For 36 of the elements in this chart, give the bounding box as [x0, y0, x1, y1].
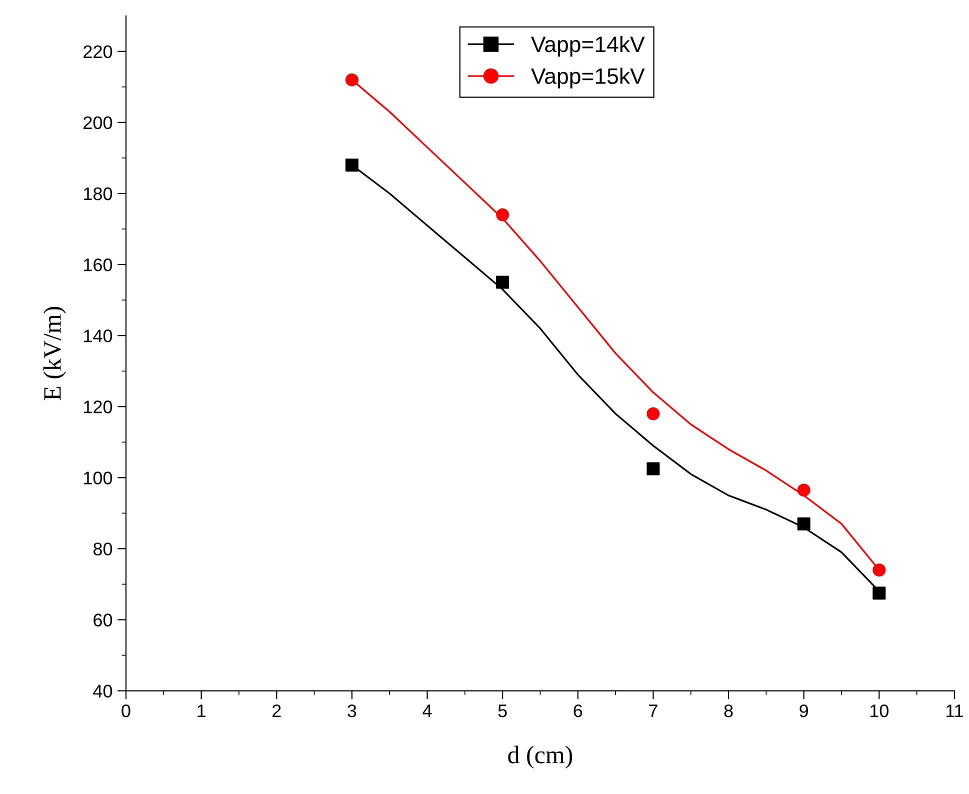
y-tick-label: 180	[84, 187, 112, 200]
point	[496, 276, 510, 289]
x-tick-label: 8	[724, 704, 733, 718]
legend-label: Vapp=14kV	[531, 36, 645, 57]
point	[345, 73, 358, 86]
x-tick-label: 3	[348, 704, 356, 718]
x-tick-label: 0	[122, 704, 130, 718]
y-tick-label: 80	[93, 542, 112, 556]
y-tick-label: 60	[94, 614, 112, 626]
y-axis-title: E (kV/m)	[43, 306, 66, 400]
point	[646, 462, 660, 476]
y-tick-label: 220	[84, 45, 112, 58]
y-tick-label: 100	[84, 472, 112, 484]
y-tick-label: 160	[84, 258, 112, 272]
y-tick-label: 140	[84, 330, 112, 342]
y-tick-label: 200	[84, 116, 112, 130]
x-tick-label: 9	[800, 704, 808, 718]
y-tick-label: 120	[84, 400, 112, 414]
point	[797, 484, 810, 497]
y-tick-label: 40	[93, 684, 112, 698]
x-tick-label: 11	[946, 704, 963, 718]
x-axis-title: d (cm)	[508, 746, 572, 768]
x-tick-label: 7	[649, 704, 658, 718]
x-tick-label: 2	[272, 704, 281, 718]
legend-label: Vapp=15kV	[531, 68, 645, 88]
point	[872, 564, 886, 577]
x-tick-label: 6	[574, 704, 582, 718]
x-tick-label: 1	[198, 704, 206, 718]
x-tick-label: 4	[422, 704, 432, 718]
point	[345, 158, 358, 172]
x-tick-label: 10	[870, 704, 888, 718]
point	[496, 208, 510, 222]
point	[797, 517, 810, 530]
point	[646, 407, 660, 420]
x-tick-label: 5	[498, 704, 507, 718]
point	[872, 586, 886, 600]
